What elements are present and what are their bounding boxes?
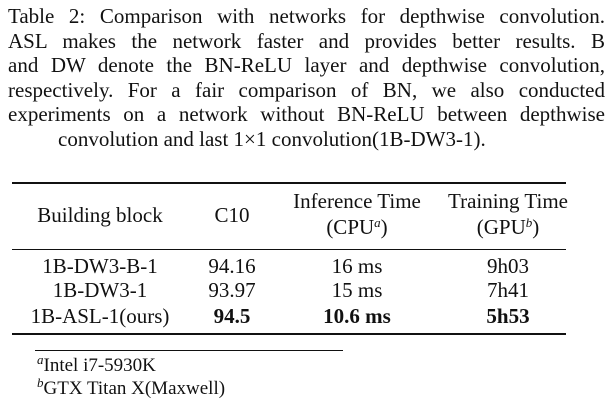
table-cell: 9h03 (487, 254, 529, 278)
caption-line: Table 2: Comparison with networks for de… (8, 4, 605, 28)
table-cell: 94.5 (213, 304, 251, 328)
footnote-mark: a (37, 352, 44, 367)
header-cell: (GPUb) (408, 215, 608, 239)
top-rule (12, 182, 566, 184)
header-text: (CPU (326, 215, 375, 239)
header-text: (GPU (476, 215, 526, 239)
header-cell: Building block (37, 203, 163, 227)
footnote: aIntel i7-5930K (37, 352, 156, 377)
caption-line: and DW denote the BN-ReLU layer and dept… (8, 53, 605, 77)
table-cell: 93.97 (208, 278, 256, 302)
header-cell: Training Time (447, 189, 569, 213)
footnote-text: Intel i7-5930K (43, 355, 156, 376)
mid-rule (12, 249, 566, 250)
footnote-rule (35, 350, 343, 351)
caption-line: respectively. For a fair comparison of B… (8, 77, 605, 102)
table-cell: 1B-DW3-1 (52, 278, 148, 302)
caption-line: convolution and last 1×1 convolution(1B-… (58, 126, 486, 151)
table-cell: 1B-DW3-B-1 (42, 254, 158, 278)
table-cell: 94.16 (208, 254, 256, 278)
caption-line: ASL makes the network faster and provide… (8, 28, 605, 53)
table-cell: 16 ms (331, 254, 383, 278)
table-cell: 7h41 (487, 278, 529, 302)
table-cell: 10.6 ms (323, 304, 391, 328)
header-cell: (CPUa) (257, 215, 457, 239)
footnote: bGTX Titan X(Maxwell) (37, 375, 226, 400)
footnote-mark: a (374, 215, 381, 230)
header-cell: Inference Time (293, 189, 421, 213)
header-text: ) (380, 215, 388, 239)
footnote-text: GTX Titan X(Maxwell) (43, 378, 226, 399)
table-cell: 5h53 (486, 304, 530, 328)
caption-line: experiments on a network without BN-ReLU… (8, 102, 605, 126)
footnote-mark: b (525, 215, 533, 230)
bottom-rule (12, 333, 566, 335)
header-text: ) (532, 215, 540, 239)
header-cell: C10 (214, 203, 250, 227)
table-cell: 1B-ASL-1(ours) (30, 304, 170, 328)
footnote-mark: b (37, 375, 44, 390)
table-cell: 15 ms (331, 278, 383, 302)
